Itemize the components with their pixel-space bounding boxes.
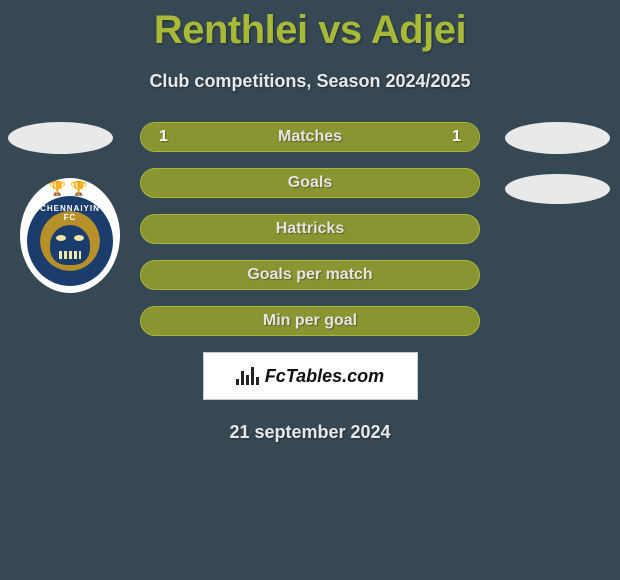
- comparison-content: 🏆🏆 CHENNAIYIN FC 1 1 Matches Goals Hattricks…: [0, 122, 620, 443]
- stat-value-right: 1: [452, 128, 461, 146]
- brand-bar: [251, 367, 254, 385]
- brand-box[interactable]: FcTables.com: [203, 352, 418, 400]
- stat-label: Min per goal: [263, 312, 357, 330]
- date-line: 21 september 2024: [0, 422, 620, 443]
- stat-label: Goals per match: [247, 266, 372, 284]
- player-left-avatar-placeholder: [8, 122, 113, 154]
- stat-rows: 1 1 Matches Goals Hattricks Goals per match Mi…: [140, 122, 480, 336]
- stat-row: Goals: [140, 168, 480, 198]
- brand-text: FcTables.com: [265, 366, 384, 387]
- brand-bar: [236, 379, 239, 385]
- page-title: Renthlei vs Adjei: [0, 0, 620, 53]
- club-mask-icon: [50, 225, 90, 265]
- brand-bars-icon: [236, 367, 259, 385]
- brand-bar: [246, 375, 249, 385]
- stat-label: Matches: [278, 128, 342, 146]
- stat-row: Goals per match: [140, 260, 480, 290]
- club-badge-text: CHENNAIYIN FC: [33, 204, 107, 222]
- brand-bar: [241, 371, 244, 385]
- stat-label: Hattricks: [276, 220, 344, 238]
- subtitle: Club competitions, Season 2024/2025: [0, 71, 620, 92]
- player-right-club-placeholder: [505, 174, 610, 204]
- stat-value-left: 1: [159, 128, 168, 146]
- brand-bar: [256, 377, 259, 385]
- club-badge-ring: CHENNAIYIN FC: [27, 196, 113, 286]
- trophy-icon: 🏆🏆: [20, 180, 120, 197]
- club-badge-left: 🏆🏆 CHENNAIYIN FC: [20, 178, 120, 293]
- stat-row: Hattricks: [140, 214, 480, 244]
- stat-label: Goals: [288, 174, 332, 192]
- stat-row: Min per goal: [140, 306, 480, 336]
- player-right-avatar-placeholder: [505, 122, 610, 154]
- stat-row: 1 1 Matches: [140, 122, 480, 152]
